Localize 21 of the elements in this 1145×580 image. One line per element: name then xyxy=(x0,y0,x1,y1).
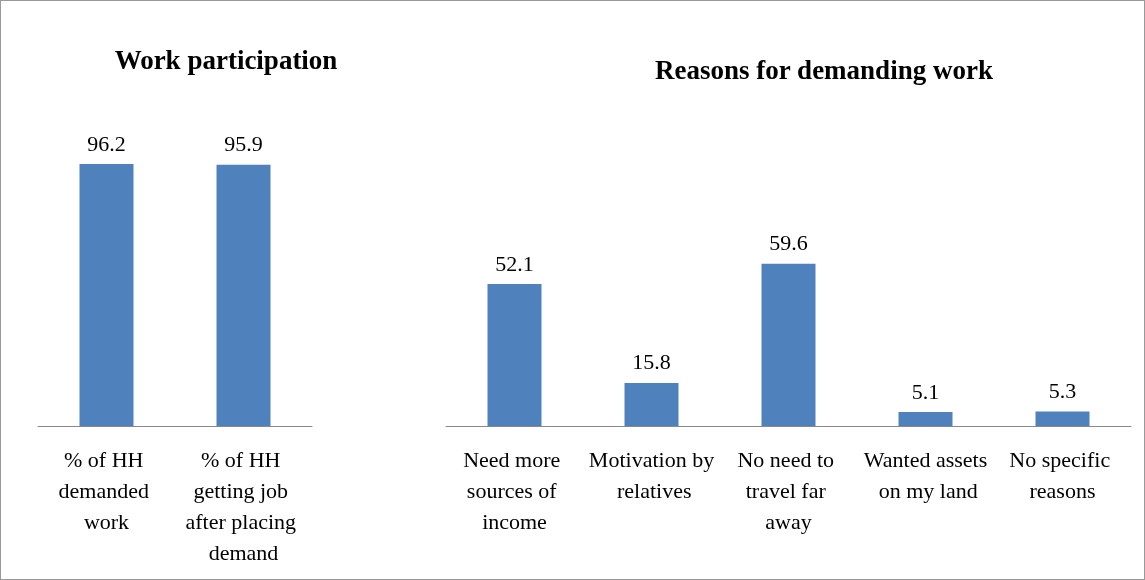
bar xyxy=(898,412,953,426)
data-label: 15.8 xyxy=(632,349,671,375)
x-tick-label: No specific reasons xyxy=(1009,447,1116,503)
x-tick-label: % of HH getting job after placing demand xyxy=(185,447,302,565)
data-label: 5.3 xyxy=(1048,378,1077,404)
x-tick-label: % of HH demanded work xyxy=(58,447,155,534)
data-label: 59.6 xyxy=(769,230,808,256)
chart-title: Reasons for demanding work xyxy=(655,54,993,85)
x-tick-label: Motivation by relatives xyxy=(588,447,715,503)
x-tick-label: No need to travel far away xyxy=(737,447,840,534)
bar xyxy=(487,284,542,426)
bar xyxy=(1035,411,1090,426)
bar xyxy=(761,263,816,426)
x-tick-label: Need more sources of income xyxy=(463,447,566,534)
data-label: 5.1 xyxy=(911,378,940,404)
chart-title: Work participation xyxy=(114,44,338,75)
data-label: 95.9 xyxy=(224,131,263,157)
data-label: 52.1 xyxy=(495,250,534,276)
bar xyxy=(624,382,679,426)
data-label: 96.2 xyxy=(87,130,126,156)
x-tick-label: Wanted assets on my land xyxy=(863,447,988,503)
